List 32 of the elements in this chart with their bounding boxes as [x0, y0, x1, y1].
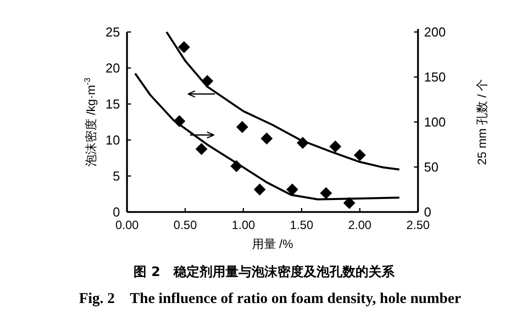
point [320, 187, 332, 200]
point [260, 132, 273, 145]
y2-tick-label: 200 [424, 24, 446, 40]
x-tick-label: 1.50 [290, 218, 314, 232]
y-tick-label: 10 [106, 132, 120, 148]
y2-tick-label: 100 [424, 114, 446, 130]
y-tick-label: 25 [106, 24, 120, 40]
x-tick-label: 2.00 [348, 218, 372, 232]
y-tick-label: 20 [106, 60, 120, 76]
point [329, 140, 342, 152]
y-tick-label: 15 [106, 96, 120, 112]
line-series [166, 31, 400, 171]
text: 图 2 稳定剂用量与泡沫密度及泡孔数的关系 [134, 264, 396, 280]
x-tick-label: 2.50 [406, 218, 430, 232]
y2-axis-title: 25 mm 孔数 / 个 [475, 78, 489, 166]
x-tick-label: 0.50 [174, 218, 198, 232]
point [354, 149, 366, 162]
x-axis-title: 用量 /% [252, 237, 294, 251]
y2-tick-label: 50 [424, 160, 438, 174]
point [254, 184, 266, 196]
point [343, 197, 356, 209]
y-tick-label: 0 [112, 204, 120, 220]
point [195, 143, 208, 155]
x-tick-label: 1.00 [232, 218, 256, 232]
point [178, 41, 190, 54]
y-tick-label: 5 [112, 168, 120, 184]
point [286, 184, 298, 196]
text: Fig. 2 The influence of ratio on foam density, hole number [78, 291, 462, 307]
y2-tick-label: 150 [424, 70, 446, 84]
x-tick-label: 0.00 [115, 218, 139, 232]
point [236, 121, 248, 134]
y2-tick-label: 0 [424, 204, 432, 220]
